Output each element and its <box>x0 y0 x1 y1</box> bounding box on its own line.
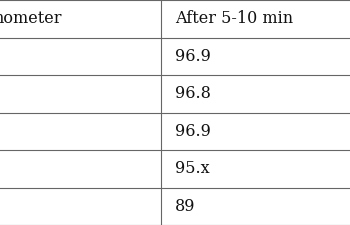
Text: 89: 89 <box>175 198 196 215</box>
Text: After 5-10 min: After 5-10 min <box>175 10 293 27</box>
Text: nometer: nometer <box>0 10 62 27</box>
Text: 96.8: 96.8 <box>175 85 211 102</box>
Text: 95.x: 95.x <box>175 160 210 177</box>
Text: 96.9: 96.9 <box>175 123 211 140</box>
Text: 96.9: 96.9 <box>175 48 211 65</box>
